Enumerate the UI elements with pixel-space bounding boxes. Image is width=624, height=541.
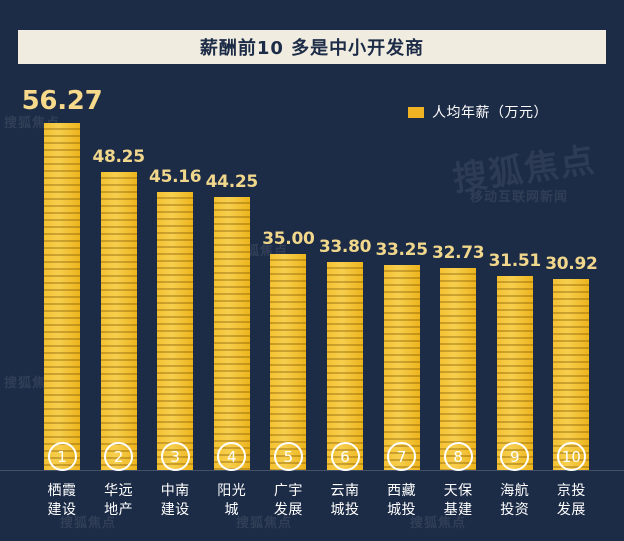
rank-badge: 9 bbox=[500, 442, 530, 471]
bar bbox=[44, 123, 80, 470]
bar-value-label: 31.51 bbox=[488, 250, 542, 271]
category-label: 西藏 城投 bbox=[376, 482, 428, 520]
rank-badge: 1 bbox=[47, 442, 77, 471]
bar bbox=[157, 191, 194, 470]
bar-column: 33.80 bbox=[319, 70, 371, 470]
bar-value-label: 33.25 bbox=[375, 239, 428, 260]
bar-column: 56.27 bbox=[22, 70, 103, 470]
category-label: 天保 基建 bbox=[432, 482, 484, 520]
bar-column: 48.25 bbox=[92, 70, 145, 470]
rank-badge: 7 bbox=[387, 442, 417, 471]
legend: 人均年薪（万元） bbox=[408, 102, 548, 122]
bar-column: 32.73 bbox=[432, 70, 485, 470]
bar-column: 33.25 bbox=[375, 70, 428, 470]
rank-badge: 8 bbox=[443, 442, 473, 471]
axis-baseline bbox=[0, 470, 624, 471]
bar-column: 31.51 bbox=[489, 70, 541, 470]
category-label: 栖霞 建设 bbox=[36, 482, 88, 520]
category-label-line: 建设 bbox=[160, 502, 190, 518]
bar-value-label: 56.27 bbox=[21, 86, 103, 116]
category-label-line: 发展 bbox=[273, 502, 303, 518]
page-title-bar: 薪酬前10 多是中小开发商 bbox=[18, 30, 606, 64]
page-title: 薪酬前10 多是中小开发商 bbox=[199, 38, 425, 59]
bar-column: 35.00 bbox=[262, 70, 315, 470]
bar-value-label: 45.16 bbox=[149, 166, 202, 187]
bar bbox=[440, 268, 477, 470]
category-label-line: 基建 bbox=[443, 502, 473, 518]
category-label-line: 京投 bbox=[556, 483, 586, 499]
category-label-line: 发展 bbox=[556, 502, 586, 518]
category-label-line: 城投 bbox=[387, 502, 417, 518]
category-label-line: 广宇 bbox=[273, 483, 303, 499]
bar-column: 44.25 bbox=[206, 70, 258, 470]
category-label-line: 华远 bbox=[104, 483, 134, 499]
category-label-line: 投资 bbox=[500, 502, 530, 518]
rank-badge: 6 bbox=[330, 442, 360, 471]
bar-value-label: 48.25 bbox=[92, 147, 145, 168]
bar bbox=[327, 261, 363, 470]
category-label-line: 城 bbox=[224, 502, 240, 518]
bar bbox=[270, 254, 307, 470]
rank-badge: 3 bbox=[160, 442, 190, 471]
category-label-line: 阳光 bbox=[217, 483, 247, 499]
legend-swatch-icon bbox=[408, 106, 424, 118]
bar-value-label: 35.00 bbox=[262, 229, 315, 250]
category-label-line: 建设 bbox=[47, 502, 77, 518]
category-label: 云南 城投 bbox=[319, 482, 371, 520]
category-label-line: 栖霞 bbox=[47, 483, 77, 499]
rank-badge: 4 bbox=[217, 442, 247, 471]
category-label-line: 海航 bbox=[500, 483, 530, 499]
bar bbox=[496, 275, 533, 470]
category-label-line: 西藏 bbox=[387, 483, 417, 499]
bar-value-label: 30.92 bbox=[545, 254, 598, 275]
category-label-line: 地产 bbox=[104, 502, 134, 518]
category-label: 阳光城 bbox=[206, 482, 258, 520]
category-label-line: 中南 bbox=[160, 483, 190, 499]
category-label-line: 天保 bbox=[443, 483, 473, 499]
rank-badge: 2 bbox=[104, 442, 134, 471]
category-label-line: 云南 bbox=[330, 483, 360, 499]
category-label: 京投 发展 bbox=[545, 482, 597, 520]
category-label: 中南 建设 bbox=[149, 482, 201, 520]
category-label: 华远 地产 bbox=[93, 482, 145, 520]
legend-label: 人均年薪（万元） bbox=[432, 105, 548, 121]
rank-badge: 5 bbox=[273, 442, 303, 471]
bar bbox=[100, 172, 137, 470]
rank-badge: 10 bbox=[556, 442, 586, 471]
category-label-line: 城投 bbox=[330, 502, 360, 518]
bar-column: 30.92 bbox=[545, 70, 598, 470]
bar-value-label: 32.73 bbox=[432, 243, 485, 264]
bar-chart: 56.27 48.25 45.16 44.25 35.00 33.80 33.25 32.73… bbox=[0, 70, 624, 470]
bar-value-label: 33.80 bbox=[318, 236, 372, 257]
category-label: 广宇 发展 bbox=[262, 482, 314, 520]
bar bbox=[213, 197, 250, 470]
bar-column: 45.16 bbox=[149, 70, 202, 470]
bar bbox=[553, 279, 590, 470]
category-label: 海航 投资 bbox=[489, 482, 541, 520]
bar-value-label: 44.25 bbox=[205, 172, 259, 193]
bar bbox=[383, 264, 420, 470]
